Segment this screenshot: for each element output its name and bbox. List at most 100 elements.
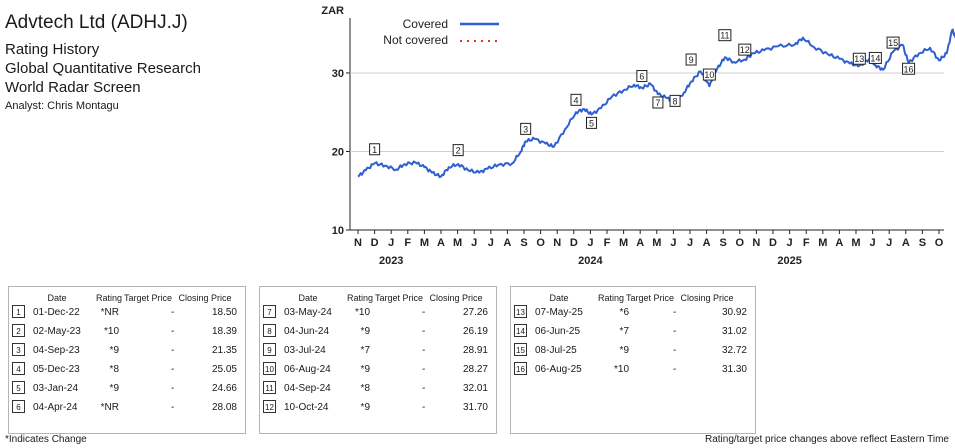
company-title: Advtech Ltd (ADHJ.J) xyxy=(5,12,188,33)
event-marker-label: 1 xyxy=(372,145,377,155)
table-row: 1 01-Dec-22 *NR - 18.50 xyxy=(9,305,245,321)
table-header: Target Price xyxy=(625,293,675,303)
table-cell: 04-Sep-24 xyxy=(284,383,331,394)
y-tick-label: 20 xyxy=(332,146,344,158)
table-cell: 01-Dec-22 xyxy=(33,307,80,318)
x-month-label: F xyxy=(404,237,411,249)
table-row: 16 06-Aug-25 *10 - 31.30 xyxy=(511,362,755,378)
table-cell: 04-Apr-24 xyxy=(33,402,78,413)
table-cell: 06-Jun-25 xyxy=(535,326,581,337)
event-marker-label: 15 xyxy=(888,38,898,48)
x-month-label: N xyxy=(354,237,362,249)
x-month-label: J xyxy=(687,237,693,249)
x-month-label: J xyxy=(787,237,793,249)
table-cell: 31.70 xyxy=(462,402,488,413)
x-month-label: M xyxy=(818,237,827,249)
table-cell: *10 xyxy=(103,326,119,337)
table-cell: - xyxy=(673,345,677,356)
x-month-label: D xyxy=(769,237,777,249)
x-month-label: S xyxy=(720,237,727,249)
table-cell: *9 xyxy=(360,364,370,375)
event-marker-box xyxy=(685,53,697,66)
table-cell: *8 xyxy=(360,383,370,394)
table-cell: 31.02 xyxy=(721,326,747,337)
table-header: Date xyxy=(298,293,318,303)
table-cell: *10 xyxy=(613,364,629,375)
event-marker-box xyxy=(570,93,582,106)
event-marker-box xyxy=(452,144,464,157)
event-marker-label: 6 xyxy=(639,72,644,82)
table-header: Date xyxy=(549,293,569,303)
table-cell: *9 xyxy=(360,326,370,337)
x-month-label: O xyxy=(736,237,745,249)
table-cell: - xyxy=(673,326,677,337)
table-cell: 08-Jul-25 xyxy=(535,345,577,356)
table-cell: 04-Jun-24 xyxy=(284,326,330,337)
table-header: Closing Price xyxy=(178,293,232,303)
table-header: Rating xyxy=(95,293,122,303)
row-index-box: 14 xyxy=(514,324,527,337)
table-cell: 25.05 xyxy=(211,364,237,375)
row-index-box: 1 xyxy=(12,305,25,318)
table-cell: *9 xyxy=(109,383,119,394)
y-tick-label: 10 xyxy=(332,225,344,237)
table-header: Target Price xyxy=(123,293,173,303)
footnote-eastern-time: Rating/target price changes above reflec… xyxy=(704,434,949,445)
table-cell: *NR xyxy=(100,402,119,413)
table-row: 6 04-Apr-24 *NR - 28.08 xyxy=(9,400,245,416)
table-row: 2 02-May-23 *10 - 18.39 xyxy=(9,324,245,340)
event-marker-box xyxy=(738,43,752,56)
x-month-label: F xyxy=(803,237,810,249)
x-month-label: M xyxy=(652,237,661,249)
table-cell: *9 xyxy=(109,345,119,356)
table-row: 12 10-Oct-24 *9 - 31.70 xyxy=(260,400,496,416)
event-marker-box xyxy=(369,143,381,156)
event-marker-label: 3 xyxy=(523,124,528,134)
table-header: Target Price xyxy=(374,293,424,303)
table-cell: 03-May-24 xyxy=(284,307,332,318)
rating-table-3: Date Rating Target Price Closing Price 13 07-… xyxy=(510,286,756,434)
x-month-label: O xyxy=(536,237,545,249)
table-cell: - xyxy=(171,307,175,318)
event-marker-box xyxy=(718,29,732,42)
table-cell: 28.08 xyxy=(211,402,237,413)
table-cell: - xyxy=(673,307,677,318)
table-cell: *NR xyxy=(100,307,119,318)
table-cell: - xyxy=(422,345,426,356)
table-cell: 18.39 xyxy=(211,326,237,337)
x-month-label: A xyxy=(703,237,711,249)
legend-not-covered-label: Not covered xyxy=(383,33,448,47)
row-index-box: 5 xyxy=(12,381,25,394)
x-month-label: A xyxy=(503,237,511,249)
x-month-label: J xyxy=(587,237,593,249)
table-cell: 24.66 xyxy=(211,383,237,394)
table-row: 4 05-Dec-23 *8 - 25.05 xyxy=(9,362,245,378)
table-cell: *8 xyxy=(109,364,119,375)
table-cell: 03-Jul-24 xyxy=(284,345,326,356)
event-marker-label: 8 xyxy=(673,96,678,106)
table-cell: 28.27 xyxy=(462,364,488,375)
x-month-label: J xyxy=(471,237,477,249)
x-month-label: M xyxy=(619,237,628,249)
event-marker-box xyxy=(636,70,648,83)
y-axis-label: ZAR xyxy=(321,5,344,17)
table-cell: 07-May-25 xyxy=(535,307,583,318)
event-marker-box xyxy=(520,122,532,135)
table-cell: - xyxy=(171,402,175,413)
row-index-box: 4 xyxy=(12,362,25,375)
table-row: 11 04-Sep-24 *8 - 32.01 xyxy=(260,381,496,397)
row-index-box: 15 xyxy=(514,343,527,356)
x-month-label: J xyxy=(670,237,676,249)
table-cell: 31.30 xyxy=(721,364,747,375)
row-index-box: 12 xyxy=(263,400,276,413)
x-month-label: A xyxy=(636,237,644,249)
x-month-label: M xyxy=(453,237,462,249)
table-cell: 10-Oct-24 xyxy=(284,402,329,413)
table-header: Date xyxy=(47,293,67,303)
x-month-label: D xyxy=(371,237,379,249)
table-cell: 27.26 xyxy=(462,307,488,318)
x-month-label: M xyxy=(851,237,860,249)
table-cell: 06-Aug-24 xyxy=(284,364,331,375)
table-cell: *9 xyxy=(619,345,629,356)
subtitle-screen: World Radar Screen xyxy=(5,79,141,96)
